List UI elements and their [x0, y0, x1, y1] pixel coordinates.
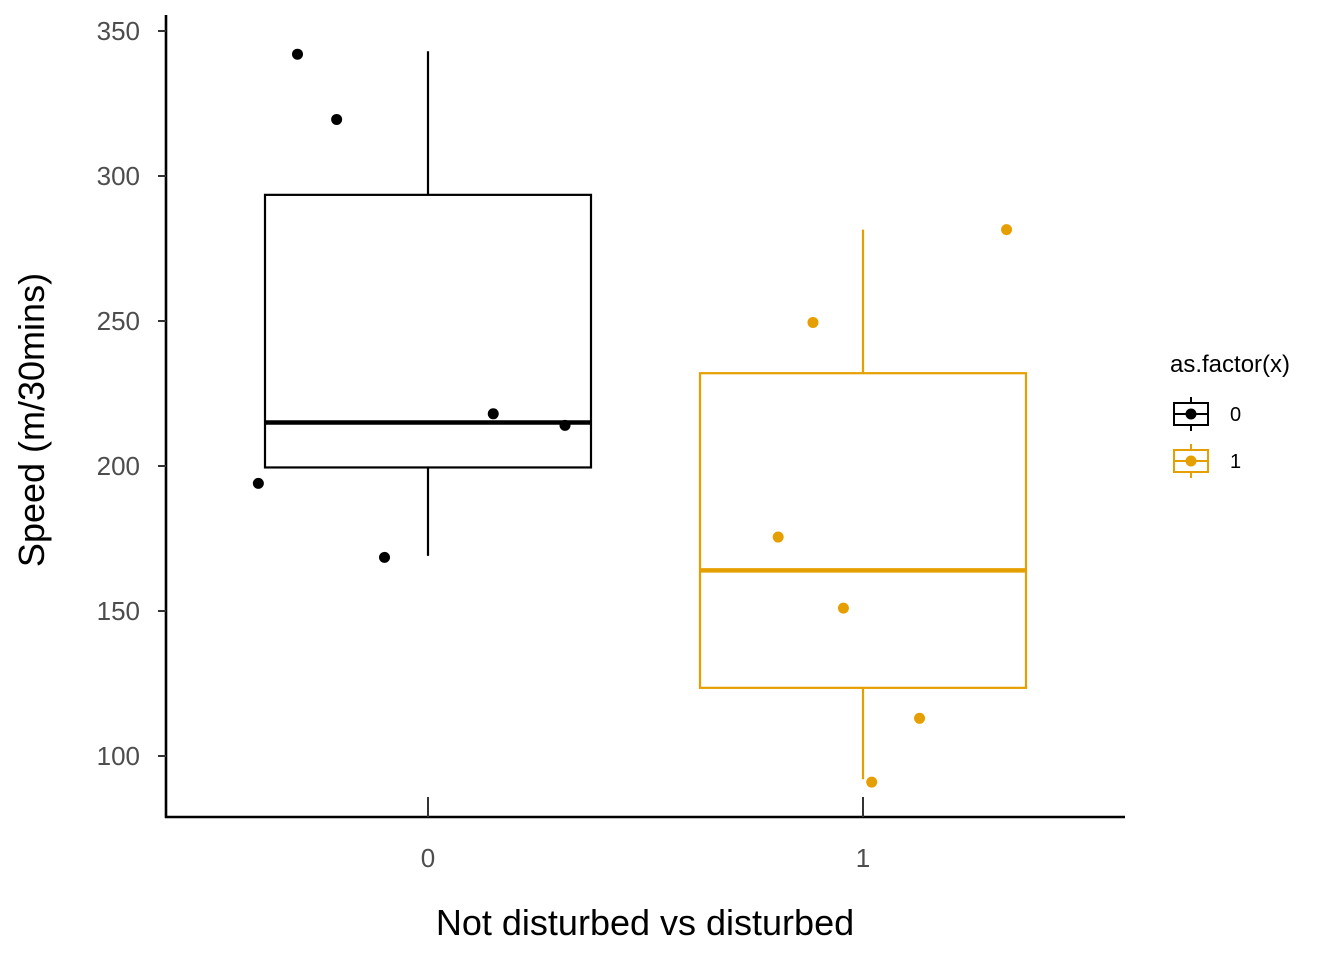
axes: 100 150 200 250 300 350 0 1	[97, 15, 1125, 873]
data-point	[379, 551, 390, 563]
x-axis-title: Not disturbed vs disturbed	[436, 902, 854, 943]
y-tick-label: 200	[97, 451, 140, 481]
data-point	[914, 712, 926, 724]
data-point	[559, 419, 571, 431]
data-point	[837, 602, 849, 614]
legend-label: 0	[1230, 404, 1241, 426]
y-tick-label: 350	[97, 16, 140, 46]
data-point	[252, 477, 264, 489]
data-point	[331, 113, 343, 125]
data-point	[1001, 224, 1013, 236]
legend: as.factor(x) 0 1	[1170, 351, 1290, 478]
y-tick-label: 250	[97, 306, 140, 336]
data-point	[487, 408, 499, 420]
y-tick-label: 150	[97, 596, 140, 626]
box-iqr	[263, 193, 593, 469]
legend-label: 1	[1230, 451, 1241, 473]
y-axis-title: Speed (m/30mins)	[11, 273, 52, 567]
data-point	[866, 776, 878, 788]
legend-title: as.factor(x)	[1170, 351, 1290, 378]
y-tick-label: 100	[97, 741, 140, 771]
plot-marks	[252, 48, 1028, 788]
y-tick-label: 300	[97, 161, 140, 191]
legend-key-point	[1185, 408, 1197, 420]
box-iqr	[698, 372, 1028, 689]
x-tick-label: 0	[421, 843, 435, 873]
data-point	[807, 316, 819, 328]
x-tick-label: 1	[856, 843, 870, 873]
data-point	[292, 48, 303, 60]
data-point	[772, 531, 784, 543]
legend-key-point	[1185, 455, 1197, 467]
